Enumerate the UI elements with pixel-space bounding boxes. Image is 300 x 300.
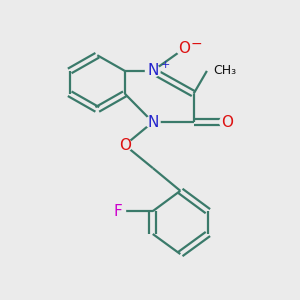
Text: +: + (161, 60, 170, 70)
Text: O: O (119, 138, 131, 153)
Circle shape (118, 139, 132, 151)
Circle shape (111, 205, 125, 217)
Text: −: − (190, 37, 202, 51)
Circle shape (220, 116, 234, 128)
Circle shape (146, 116, 160, 128)
Text: F: F (114, 204, 123, 219)
Text: CH₃: CH₃ (214, 64, 237, 77)
Text: N: N (147, 63, 158, 78)
Text: O: O (178, 41, 190, 56)
Circle shape (176, 43, 191, 55)
Circle shape (218, 65, 232, 77)
Text: N: N (147, 115, 158, 130)
Circle shape (146, 65, 160, 77)
Text: O: O (221, 115, 233, 130)
